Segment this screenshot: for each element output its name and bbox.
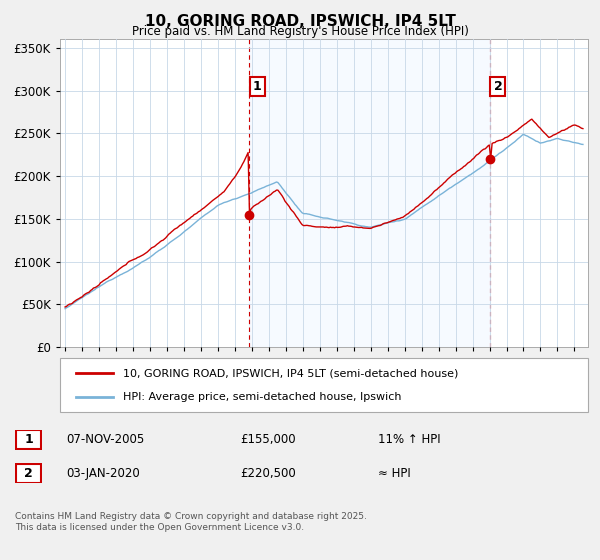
Text: 2: 2 bbox=[494, 80, 502, 93]
Text: ≈ HPI: ≈ HPI bbox=[378, 466, 411, 480]
Text: 10, GORING ROAD, IPSWICH, IP4 5LT: 10, GORING ROAD, IPSWICH, IP4 5LT bbox=[145, 14, 455, 29]
Text: £220,500: £220,500 bbox=[240, 466, 296, 480]
FancyBboxPatch shape bbox=[16, 464, 41, 483]
FancyBboxPatch shape bbox=[60, 358, 588, 412]
Text: 1: 1 bbox=[253, 80, 262, 93]
Text: 10, GORING ROAD, IPSWICH, IP4 5LT (semi-detached house): 10, GORING ROAD, IPSWICH, IP4 5LT (semi-… bbox=[124, 368, 459, 379]
Text: £155,000: £155,000 bbox=[240, 433, 296, 446]
Bar bbox=[249, 39, 490, 347]
Text: HPI: Average price, semi-detached house, Ipswich: HPI: Average price, semi-detached house,… bbox=[124, 391, 402, 402]
Text: 07-NOV-2005: 07-NOV-2005 bbox=[66, 433, 144, 446]
Text: 2: 2 bbox=[24, 466, 33, 480]
Text: 1: 1 bbox=[24, 433, 33, 446]
Text: Price paid vs. HM Land Registry's House Price Index (HPI): Price paid vs. HM Land Registry's House … bbox=[131, 25, 469, 38]
Text: 03-JAN-2020: 03-JAN-2020 bbox=[66, 466, 140, 480]
Text: 11% ↑ HPI: 11% ↑ HPI bbox=[378, 433, 440, 446]
Text: Contains HM Land Registry data © Crown copyright and database right 2025.
This d: Contains HM Land Registry data © Crown c… bbox=[15, 512, 367, 532]
FancyBboxPatch shape bbox=[16, 430, 41, 449]
